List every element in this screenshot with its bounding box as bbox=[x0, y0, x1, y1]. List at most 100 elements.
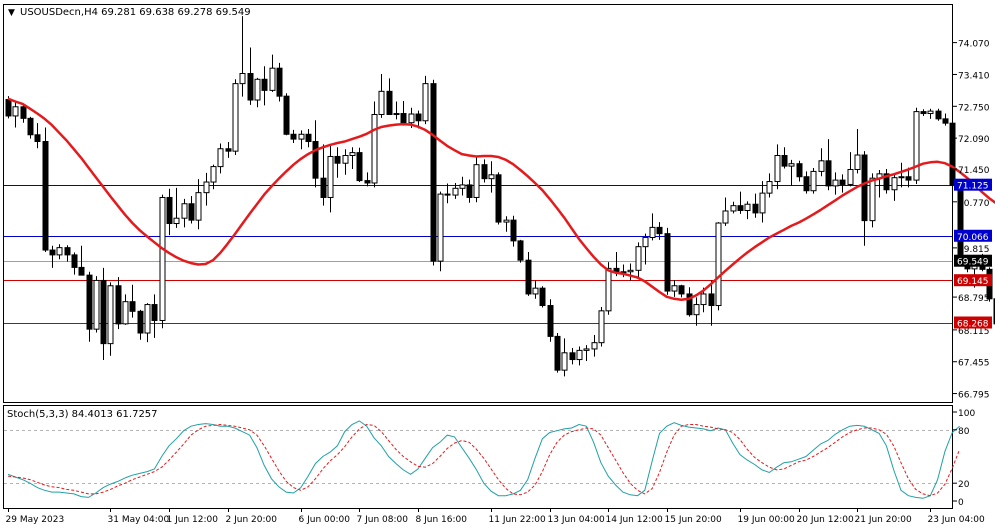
symbol-info: USOUSDecn,H4 69.281 69.638 69.278 69.549 bbox=[20, 7, 251, 18]
time-tick-label: 6 Jun 00:00 bbox=[299, 515, 351, 525]
candle-body-bear bbox=[752, 203, 759, 214]
candle-body-bear bbox=[100, 279, 107, 345]
candle bbox=[49, 245, 56, 268]
candle-body-bear bbox=[166, 196, 173, 225]
candle-body-bull bbox=[832, 179, 839, 187]
candle bbox=[495, 172, 502, 225]
level-tag-label: 69.145 bbox=[957, 277, 989, 287]
candle-body-bull bbox=[759, 192, 766, 214]
candle-body-bear bbox=[481, 164, 488, 180]
candle-body-bear bbox=[444, 193, 451, 196]
candle bbox=[913, 107, 920, 184]
candle-body-bull bbox=[173, 217, 180, 225]
candle bbox=[664, 227, 671, 295]
candle bbox=[708, 279, 715, 326]
candle bbox=[737, 191, 744, 214]
candle bbox=[488, 161, 495, 193]
candle-body-bear bbox=[466, 184, 473, 198]
candle-body-bear bbox=[839, 179, 846, 185]
candle bbox=[86, 271, 93, 342]
level-tag-label: 70.066 bbox=[957, 233, 989, 243]
price-tick-label: 74.070 bbox=[958, 40, 990, 50]
candle bbox=[686, 287, 693, 317]
current-price-label: 69.549 bbox=[957, 258, 989, 268]
candle-body-bull bbox=[715, 222, 722, 307]
candle-body-bear bbox=[261, 78, 268, 91]
stoch-tick-label: 100 bbox=[958, 409, 975, 419]
candle bbox=[730, 201, 737, 214]
candle bbox=[195, 179, 202, 230]
candle-body-bull bbox=[159, 196, 166, 321]
level-tag-2 bbox=[954, 274, 992, 287]
stoch-tick-label: 80 bbox=[958, 427, 970, 437]
candle bbox=[759, 181, 766, 223]
candle-body-bear bbox=[664, 233, 671, 292]
candle-body-bull bbox=[927, 110, 934, 115]
candle bbox=[466, 179, 473, 203]
candle-body-bull bbox=[327, 155, 334, 198]
candle bbox=[269, 54, 276, 92]
candle bbox=[93, 276, 100, 333]
candle-body-bull bbox=[342, 155, 349, 164]
candle bbox=[290, 129, 297, 143]
candle-body-bear bbox=[356, 152, 363, 182]
candle bbox=[781, 147, 788, 169]
candle bbox=[649, 213, 656, 241]
candle-body-bear bbox=[861, 154, 868, 222]
candle-body-bull bbox=[122, 301, 129, 325]
candle bbox=[898, 162, 905, 188]
candle-body-bear bbox=[129, 301, 136, 312]
candle-body-bull bbox=[393, 113, 400, 116]
stoch-tick-label: 20 bbox=[958, 480, 970, 490]
candle-body-bear bbox=[510, 219, 517, 242]
candle bbox=[715, 222, 722, 311]
candle bbox=[547, 299, 554, 342]
candle-body-bull bbox=[693, 304, 700, 316]
candle-body-bull bbox=[766, 181, 773, 194]
candle-body-bear bbox=[283, 95, 290, 135]
candle-body-bear bbox=[312, 141, 319, 179]
candle-body-bear bbox=[42, 141, 49, 251]
candle-body-bull bbox=[583, 348, 590, 351]
candle bbox=[744, 201, 751, 220]
candle-body-bear bbox=[825, 160, 832, 187]
candle bbox=[342, 149, 349, 175]
candle-body-bear bbox=[547, 305, 554, 337]
candle bbox=[774, 144, 781, 190]
candle bbox=[437, 191, 444, 272]
candle bbox=[261, 66, 268, 106]
candle bbox=[532, 279, 539, 299]
candle bbox=[56, 244, 63, 260]
candle bbox=[920, 109, 927, 116]
candle bbox=[334, 147, 341, 178]
candle-body-bear bbox=[708, 293, 715, 307]
candle bbox=[78, 245, 85, 276]
level-tag-label: 71.125 bbox=[957, 182, 989, 192]
candle bbox=[225, 141, 232, 158]
candle bbox=[137, 309, 144, 340]
candle bbox=[422, 75, 429, 125]
candle-body-bull bbox=[810, 170, 817, 192]
candle-body-bear bbox=[935, 110, 942, 120]
candle bbox=[891, 173, 898, 201]
candle-body-bear bbox=[569, 352, 576, 361]
candle bbox=[356, 147, 363, 183]
menu-arrow-icon[interactable]: ▼ bbox=[8, 8, 15, 18]
time-tick-label: 21 Jun 20:00 bbox=[855, 515, 912, 525]
candle bbox=[642, 233, 649, 265]
candle-body-bear bbox=[539, 287, 546, 307]
candle-body-bull bbox=[408, 113, 415, 124]
candle-body-bear bbox=[188, 203, 195, 221]
price-axis: 74.070 73.410 72.750 72.090 71.450 70.770 69.8… bbox=[953, 40, 992, 508]
price-tick-label: 72.750 bbox=[958, 103, 990, 113]
candle-body-bear bbox=[883, 173, 890, 191]
candle-body-bull bbox=[642, 237, 649, 248]
candle bbox=[312, 120, 319, 188]
candle-body-bear bbox=[78, 266, 85, 276]
candle bbox=[861, 151, 868, 246]
candle bbox=[159, 194, 166, 329]
candle bbox=[217, 143, 224, 174]
candle bbox=[298, 130, 305, 150]
candle bbox=[796, 160, 803, 182]
